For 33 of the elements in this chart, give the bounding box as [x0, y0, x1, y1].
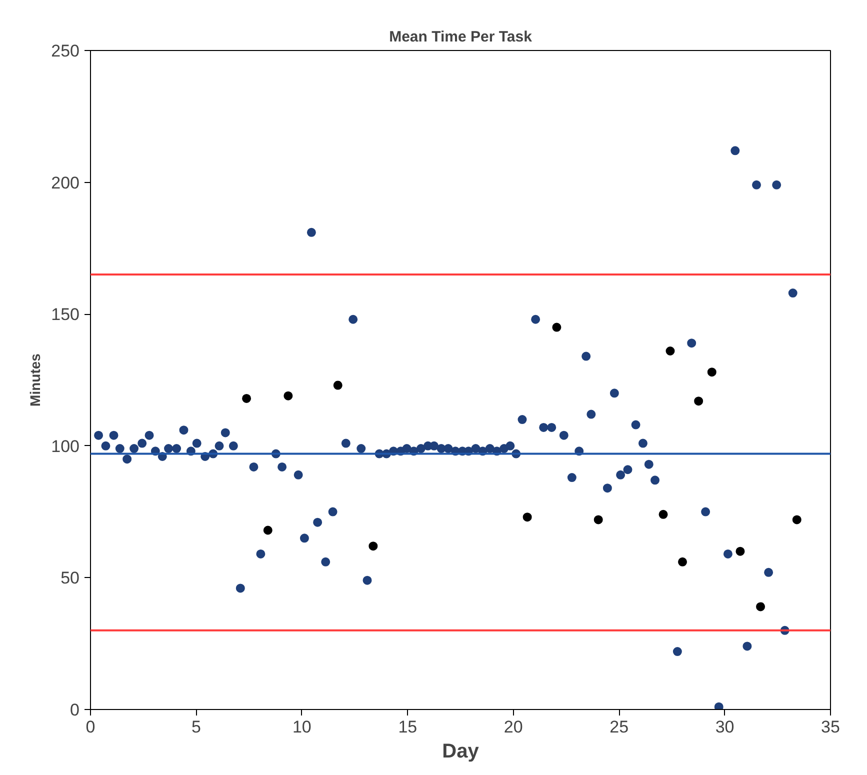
x-tick-label: 0: [86, 718, 96, 736]
point: [756, 602, 766, 612]
point: [694, 396, 704, 406]
point: [658, 510, 668, 519]
point: [522, 512, 532, 522]
y-tick-label: 50: [60, 568, 80, 588]
y-tick-label: 250: [51, 42, 80, 60]
point: [792, 515, 802, 524]
x-tick-label: 5: [191, 718, 201, 736]
x-tick-label: 30: [715, 718, 734, 736]
x-tick-label: 20: [504, 718, 523, 736]
point: [594, 515, 603, 524]
point: [552, 322, 562, 332]
point: [263, 526, 272, 535]
y-tick-label: 150: [51, 305, 80, 324]
x-tick-label: 35: [821, 718, 840, 736]
point: [736, 546, 745, 556]
x-tick-label: 10: [292, 718, 312, 736]
point: [284, 391, 293, 400]
point: [666, 346, 675, 356]
y-axis-title: Minutes: [27, 353, 44, 406]
y-tick-label: 200: [51, 173, 80, 192]
point: [678, 557, 687, 566]
point: [707, 368, 716, 377]
y-tick-label: 0: [70, 700, 80, 720]
y-tick-label: 100: [51, 436, 80, 456]
chart-title: Mean Time Per Task: [389, 28, 533, 46]
point: [333, 380, 342, 390]
x-tick-label: 15: [398, 718, 418, 736]
point: [242, 394, 252, 403]
x-axis-title: Day: [442, 740, 480, 762]
point: [368, 542, 378, 551]
x-tick-label: 25: [610, 718, 629, 736]
